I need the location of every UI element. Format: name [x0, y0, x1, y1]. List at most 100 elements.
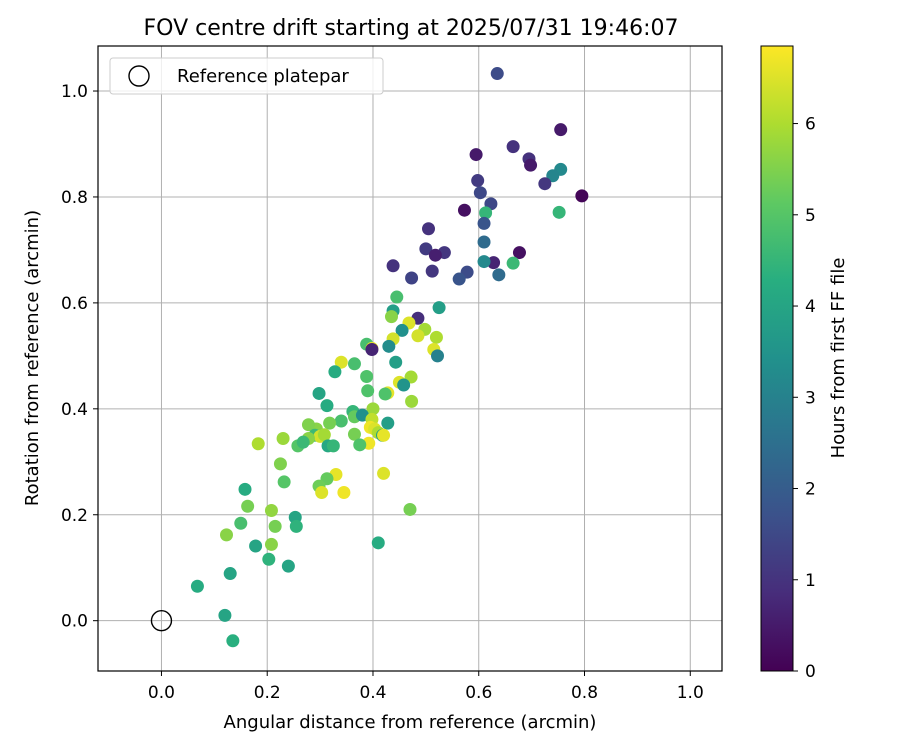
data-point [419, 242, 433, 256]
data-point [320, 399, 334, 413]
colorbar-tick-label: 4 [805, 297, 816, 317]
legend-box [109, 57, 384, 95]
data-point [487, 256, 501, 270]
data-point [386, 259, 400, 273]
data-point [334, 355, 348, 369]
legend-marker-open-circle [128, 65, 150, 87]
data-point [575, 189, 589, 203]
data-point [264, 537, 278, 551]
data-point [371, 536, 385, 550]
colorbar-tick-label: 2 [805, 480, 816, 500]
data-point [477, 255, 491, 269]
data-point [395, 323, 409, 337]
data-point [479, 206, 493, 220]
data-point [361, 384, 375, 398]
data-point [473, 186, 487, 200]
data-point [249, 539, 263, 553]
data-point [301, 418, 315, 432]
data-point [425, 264, 439, 278]
data-point [428, 248, 442, 262]
data-point [218, 608, 232, 622]
data-point [390, 290, 404, 304]
x-axis-label: Angular distance from reference (arcmin) [224, 712, 597, 733]
x-axis-ticks: 0.0 0.2 0.4 0.6 0.8 1.0 [148, 671, 704, 703]
data-point [328, 365, 342, 379]
y-axis-label: Rotation from reference (arcmin) [22, 210, 43, 506]
data-point [268, 519, 282, 533]
data-point [432, 301, 446, 315]
colorbar-tick-label: 0 [805, 662, 816, 682]
data-point [347, 427, 361, 441]
data-point [492, 268, 506, 282]
reference-marker [150, 609, 173, 632]
data-point [251, 437, 265, 451]
data-point [490, 67, 504, 81]
data-point [378, 387, 392, 401]
data-point [477, 235, 491, 249]
data-point [554, 123, 568, 137]
x-tick-label: 0.4 [359, 683, 386, 703]
data-point [403, 502, 417, 516]
data-point [296, 435, 310, 449]
reference-point [150, 609, 173, 632]
data-point [281, 559, 295, 573]
data-point [452, 272, 466, 286]
data-point [429, 330, 443, 344]
data-point [506, 140, 520, 154]
data-point [389, 355, 403, 369]
data-point [365, 342, 379, 356]
data-point [397, 378, 411, 392]
colorbar-label: Hours from first FF file [828, 258, 849, 459]
x-tick-label: 0.8 [571, 683, 598, 703]
data-point [546, 169, 560, 183]
data-point [289, 519, 303, 533]
colorbar [760, 45, 794, 672]
legend: Reference platepar [109, 57, 384, 95]
y-axis-ticks: 0.0 0.2 0.4 0.6 0.8 1.0 [61, 82, 98, 632]
data-point [276, 431, 290, 445]
data-point [366, 402, 380, 416]
data-point [353, 438, 367, 452]
data-point [384, 310, 398, 324]
data-point [377, 466, 391, 480]
data-point [347, 357, 361, 371]
data-point [220, 528, 234, 542]
colorbar-ticks: 0 1 2 3 4 5 6 [793, 115, 816, 682]
data-point [360, 370, 374, 384]
colorbar-tick-label: 6 [805, 115, 816, 135]
x-tick-label: 0.2 [254, 683, 281, 703]
data-point [512, 246, 526, 260]
legend-label: Reference platepar [177, 66, 349, 87]
data-point [377, 428, 391, 442]
data-point [405, 271, 419, 285]
colorbar-tick-label: 1 [805, 571, 816, 591]
data-points [190, 67, 589, 648]
data-point [234, 516, 248, 530]
data-point [312, 386, 326, 400]
data-point [405, 394, 419, 408]
chart-title: FOV centre drift starting at 2025/07/31 … [144, 16, 679, 41]
data-point [326, 439, 340, 453]
data-point [471, 174, 485, 188]
data-point [477, 216, 491, 230]
data-point [469, 148, 483, 162]
x-tick-label: 0.6 [465, 683, 492, 703]
data-point [226, 634, 240, 648]
y-tick-label: 0.6 [61, 294, 88, 314]
data-point [506, 256, 520, 270]
y-tick-label: 0.0 [61, 612, 88, 632]
data-point [382, 339, 396, 353]
data-point [223, 567, 237, 581]
plot-frame [97, 45, 723, 672]
data-point [538, 177, 552, 191]
colorbar-tick-label: 5 [805, 206, 816, 226]
data-point [317, 428, 331, 442]
data-point [264, 504, 278, 518]
data-point [524, 158, 538, 172]
y-tick-label: 0.8 [61, 188, 88, 208]
data-point [457, 203, 471, 217]
data-point [411, 329, 425, 343]
data-point [337, 486, 351, 500]
data-point [315, 486, 329, 500]
